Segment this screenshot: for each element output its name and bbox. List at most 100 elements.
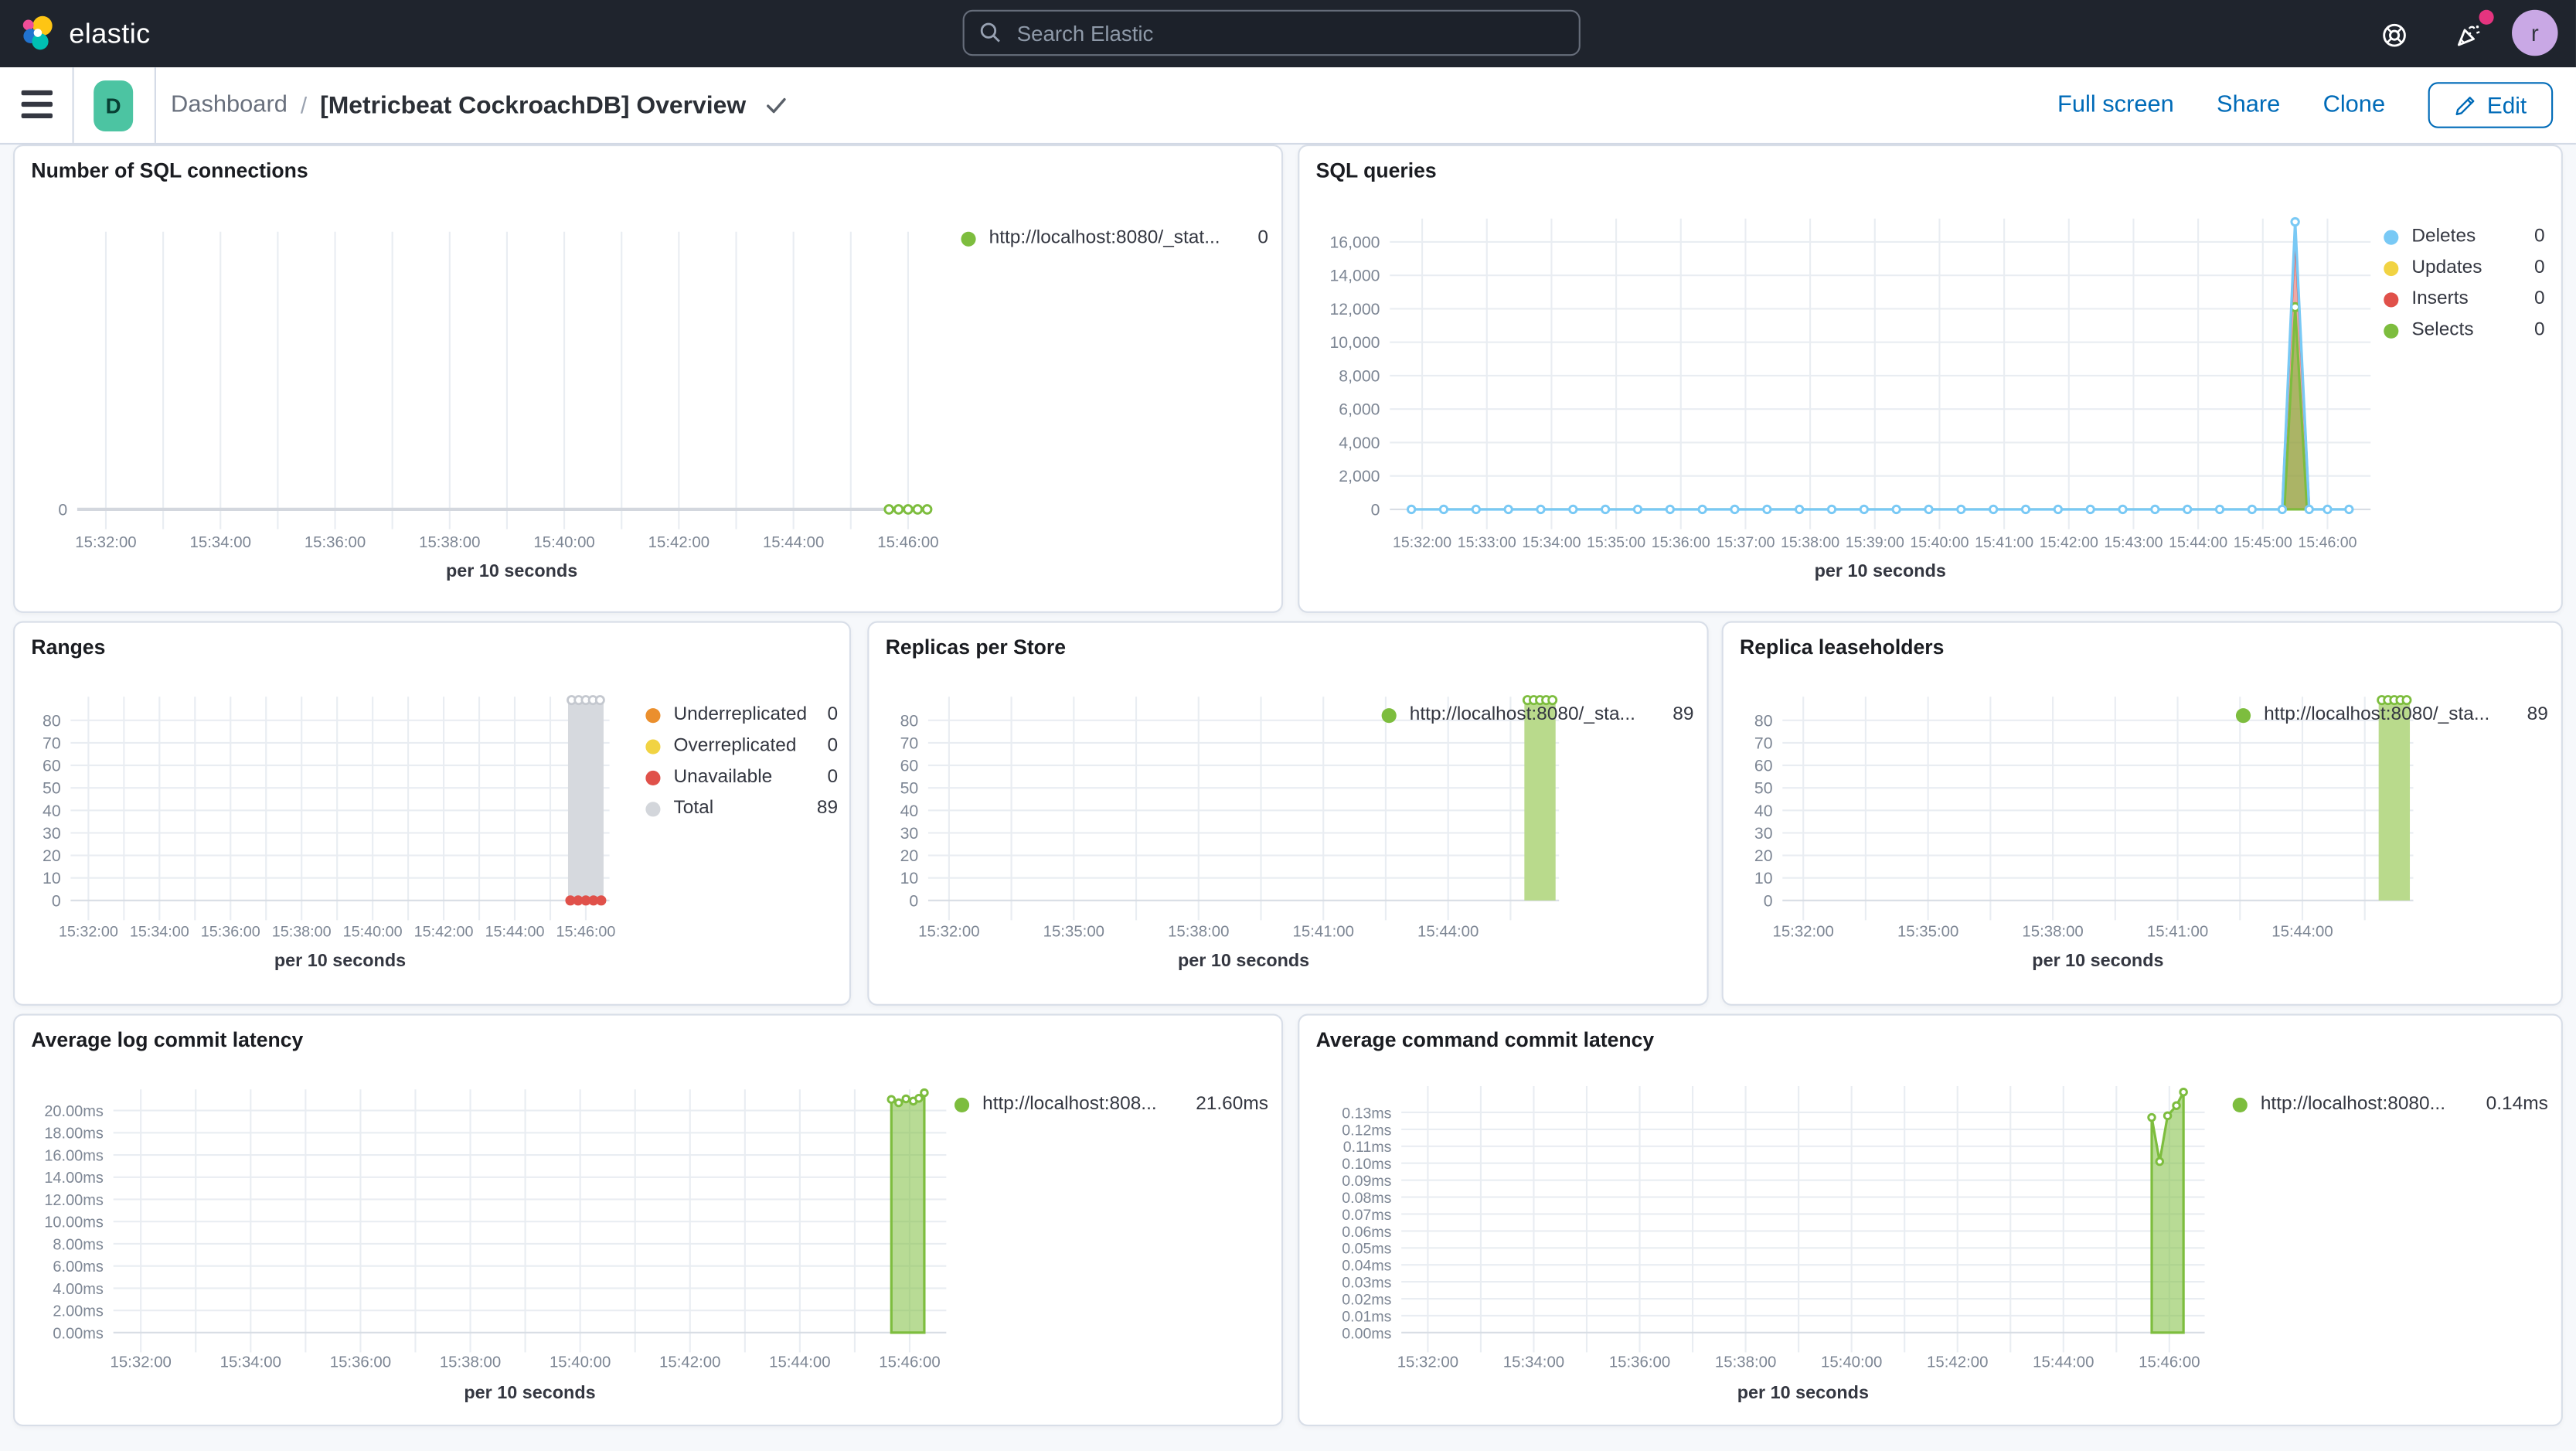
svg-text:15:36:00: 15:36:00 (1652, 534, 1710, 551)
svg-text:16.00ms: 16.00ms (44, 1147, 104, 1164)
edit-button-label: Edit (2486, 92, 2527, 119)
legend-item[interactable]: http://localhost:8080/_sta... 89 (1381, 704, 1693, 725)
legend-dot-icon (645, 707, 661, 723)
svg-text:80: 80 (1754, 711, 1773, 730)
chart-canvas[interactable]: 0 10 20 30 40 50 60 70 80 15:32:00 15:35:00 15:38:0… (1724, 623, 2561, 1004)
divider (154, 67, 156, 143)
svg-text:15:41:00: 15:41:00 (1293, 924, 1354, 941)
chart-canvas[interactable]: 0.00ms 2.00ms 4.00ms 6.00ms 8.00ms 10.00ms 12.… (15, 1016, 1281, 1425)
svg-text:70: 70 (900, 734, 919, 752)
chart-canvas[interactable]: 0 2,000 4,000 6,000 8,000 10,000 12,000 14,000 1… (1299, 146, 2561, 611)
svg-text:15:42:00: 15:42:00 (648, 534, 710, 551)
svg-text:10: 10 (1754, 869, 1773, 887)
svg-text:per 10 seconds: per 10 seconds (446, 560, 577, 581)
series-deletes (1411, 221, 2350, 511)
svg-text:15:44:00: 15:44:00 (769, 1354, 830, 1371)
elastic-logo-group[interactable]: elastic (20, 0, 151, 67)
legend-label: http://localhost:8080/_sta... (1409, 704, 1635, 725)
legend-item[interactable]: http://localhost:8080... 0.14ms (2232, 1095, 2548, 1114)
toolbar-actions: Full screen Share Clone Edit (2057, 67, 2554, 143)
space-badge[interactable]: D (94, 80, 134, 132)
share-button[interactable]: Share (2217, 92, 2281, 119)
legend-item[interactable]: Updates 0 (2384, 258, 2545, 278)
legend-item[interactable]: Selects 0 (2384, 320, 2545, 340)
chart-replica-leaseholders[interactable]: 0 10 20 30 40 50 60 70 80 15:32:00 15:35:00 15:38:0… (1724, 623, 2561, 1004)
svg-text:2,000: 2,000 (1339, 467, 1380, 485)
legend-dot-icon (2384, 291, 2399, 307)
series-selects (2282, 307, 2309, 511)
chart-average-command-commit-latency[interactable]: 0.00ms 0.01ms 0.02ms 0.03ms 0.04ms 0.05ms 0.06… (1299, 1016, 2561, 1425)
svg-text:15:38:00: 15:38:00 (2022, 924, 2083, 941)
legend-item[interactable]: Deletes 0 (2384, 227, 2545, 247)
chart-canvas[interactable]: 0 10 20 30 40 50 60 70 80 15:32:00 15:35:00 15:38:0… (869, 623, 1707, 1004)
chart-sql-queries[interactable]: 0 2,000 4,000 6,000 8,000 10,000 12,000 14,000 1… (1299, 146, 2561, 611)
svg-text:15:42:00: 15:42:00 (414, 924, 474, 941)
svg-text:15:41:00: 15:41:00 (1975, 534, 2033, 551)
legend-value: 89 (816, 799, 839, 819)
checkmark-icon[interactable] (766, 96, 788, 114)
chart-legend: http://localhost:8080... 0.14ms (2232, 1095, 2548, 1126)
newsfeed-icon[interactable] (2448, 9, 2494, 56)
legend-dot-icon (645, 801, 661, 816)
clone-button[interactable]: Clone (2322, 92, 2386, 119)
chart-average-log-commit-latency[interactable]: 0.00ms 2.00ms 4.00ms 6.00ms 8.00ms 10.00ms 12.… (15, 1016, 1281, 1425)
svg-text:per 10 seconds: per 10 seconds (1737, 1382, 1869, 1402)
svg-text:15:46:00: 15:46:00 (556, 924, 616, 941)
svg-text:15:32:00: 15:32:00 (59, 924, 118, 941)
search-input[interactable] (1013, 19, 1564, 47)
global-search[interactable] (962, 9, 1581, 56)
series-total (567, 700, 604, 901)
legend-item[interactable]: Unavailable 0 (645, 768, 838, 787)
legend-item[interactable]: http://localhost:808... 21.60ms (954, 1095, 1268, 1114)
svg-text:15:35:00: 15:35:00 (1043, 924, 1104, 941)
svg-text:15:44:00: 15:44:00 (763, 534, 824, 551)
panel-title: Average log commit latency (31, 1028, 304, 1052)
svg-text:20: 20 (1754, 846, 1773, 865)
svg-text:per 10 seconds: per 10 seconds (274, 950, 406, 970)
chart-legend: http://localhost:8080/_stat... 0 (961, 228, 1268, 259)
legend-value: 0 (827, 704, 839, 725)
legend-value: 0 (1257, 228, 1268, 248)
breadcrumb-dashboard-link[interactable]: Dashboard (171, 92, 288, 119)
legend-item[interactable]: Total 89 (645, 799, 838, 819)
panel-title: Ranges (31, 635, 106, 659)
legend-item[interactable]: http://localhost:8080/_sta... 89 (2235, 704, 2548, 725)
chart-replicas-per-store[interactable]: 0 10 20 30 40 50 60 70 80 15:32:00 15:35:00 15:38:0… (869, 623, 1707, 1004)
svg-text:15:32:00: 15:32:00 (1393, 534, 1451, 551)
legend-item[interactable]: Underreplicated 0 (645, 704, 839, 725)
svg-text:2.00ms: 2.00ms (53, 1303, 103, 1320)
chart-number-of-sql-connections[interactable]: 0 15:32:00 15:34:00 15:36:00 15:38:00 15:40:0… (15, 146, 1281, 611)
svg-text:8,000: 8,000 (1339, 366, 1380, 385)
legend-item[interactable]: Inserts 0 (2384, 289, 2545, 309)
user-avatar[interactable]: r (2512, 9, 2558, 56)
svg-text:20.00ms: 20.00ms (44, 1103, 104, 1120)
menu-icon[interactable] (21, 90, 53, 119)
chart-canvas[interactable]: 0 15:32:00 15:34:00 15:36:00 15:38:00 15:40:0… (15, 146, 1281, 611)
legend-item[interactable]: Overreplicated 0 (645, 736, 838, 756)
svg-text:4,000: 4,000 (1339, 434, 1380, 452)
series-leaseholders (2378, 700, 2411, 901)
legend-value: 0 (2533, 289, 2545, 309)
help-icon[interactable] (2372, 13, 2414, 56)
full-screen-button[interactable]: Full screen (2057, 92, 2174, 119)
legend-dot-icon (2384, 322, 2399, 338)
chart-canvas[interactable]: 0.00ms0.01ms0.02ms0.03ms0.04ms0.05ms0.06… (1299, 1016, 2561, 1425)
svg-text:15:46:00: 15:46:00 (877, 534, 938, 551)
legend-item[interactable]: http://localhost:8080/_stat... 0 (961, 228, 1268, 248)
svg-text:0.01ms: 0.01ms (1342, 1308, 1391, 1325)
chart-ranges[interactable]: 0 10 20 30 40 50 60 70 80 15:32:00 15:34:00 15:36:0… (15, 623, 849, 1004)
edit-button[interactable]: Edit (2428, 82, 2554, 128)
svg-text:15:42:00: 15:42:00 (659, 1354, 720, 1371)
svg-text:60: 60 (43, 757, 61, 775)
legend-dot-icon (2384, 260, 2399, 276)
svg-text:30: 30 (900, 824, 919, 843)
svg-text:15:36:00: 15:36:00 (330, 1354, 391, 1371)
panel-title: Replica leaseholders (1740, 635, 1945, 659)
svg-text:50: 50 (1754, 779, 1773, 798)
svg-text:15:34:00: 15:34:00 (1522, 534, 1581, 551)
panel-sql-queries: SQL queries 0 2,000 4,000 6,000 8,000 10,000 1… (1298, 145, 2563, 613)
chart-canvas[interactable]: 0 10 20 30 40 50 60 70 80 15:32:00 15:34:00 15:36:0… (15, 623, 849, 1004)
legend-value: 89 (2527, 704, 2548, 725)
svg-text:0.10ms: 0.10ms (1342, 1156, 1391, 1173)
